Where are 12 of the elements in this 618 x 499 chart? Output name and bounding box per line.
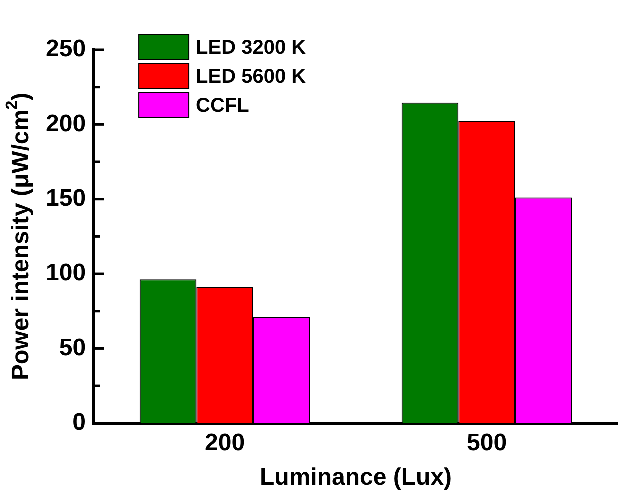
legend-label: LED 5600 K	[196, 66, 307, 88]
x-tick-label: 500	[466, 429, 508, 456]
y-tick-label: 100	[46, 260, 86, 287]
y-axis-title: Power intensity (μW/cm2)	[4, 92, 35, 381]
y-tick-label: 250	[46, 36, 86, 63]
y-tick-label: 0	[72, 409, 86, 436]
x-axis-title: Luminance (Lux)	[260, 464, 452, 492]
y-tick-label: 50	[59, 334, 86, 362]
y-tick-label: 200	[46, 110, 86, 138]
legend-label: LED 3200 K	[196, 37, 307, 60]
legend-label: CCFL	[196, 95, 250, 118]
y-tick-label: 150	[46, 184, 86, 212]
